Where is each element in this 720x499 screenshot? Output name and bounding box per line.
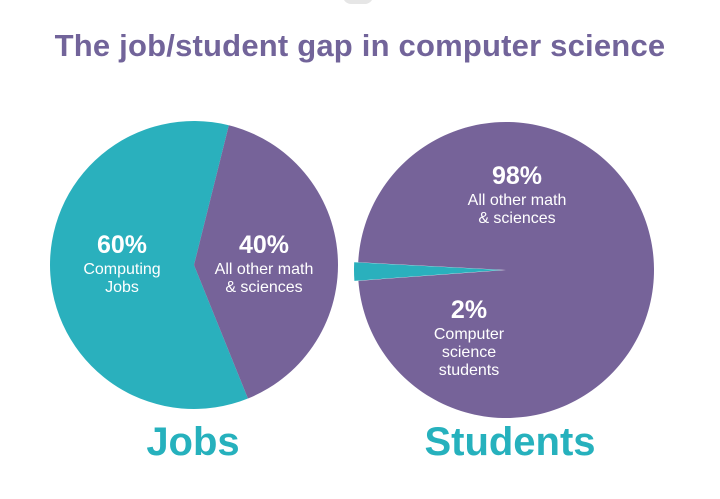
top-tab-decoration xyxy=(343,0,373,4)
students-caption: Students xyxy=(424,420,596,464)
students-slice-1-label-line: & sciences xyxy=(478,210,555,227)
jobs-slice-1-percent: 60% xyxy=(97,231,147,259)
students-slice-1 xyxy=(358,121,654,418)
students-pie xyxy=(354,121,654,418)
jobs-slice-2-percent: 40% xyxy=(239,231,289,259)
jobs-slice-2 xyxy=(194,125,338,399)
jobs-slice-2-label-line: & sciences xyxy=(225,279,302,296)
jobs-slice-1-label-line: Computing xyxy=(83,261,160,278)
jobs-slice-1-label-line: Jobs xyxy=(105,279,139,296)
jobs-slice-2-label-line: All other math xyxy=(215,261,314,278)
students-slice-2-label-line: science xyxy=(442,344,496,361)
jobs-caption: Jobs xyxy=(146,420,240,464)
students-slice-2-label-line: Computer xyxy=(434,326,505,343)
jobs-pie xyxy=(49,121,338,409)
chart-title: The job/student gap in computer science xyxy=(54,28,666,63)
students-slice-2-percent: 2% xyxy=(451,296,487,324)
students-slice-1-percent: 98% xyxy=(492,162,542,190)
students-slice-2-label-line: students xyxy=(439,362,499,379)
jobs-slice-1 xyxy=(49,121,248,409)
students-slice-1-label-line: All other math xyxy=(468,192,567,209)
students-slice-2 xyxy=(354,262,503,281)
